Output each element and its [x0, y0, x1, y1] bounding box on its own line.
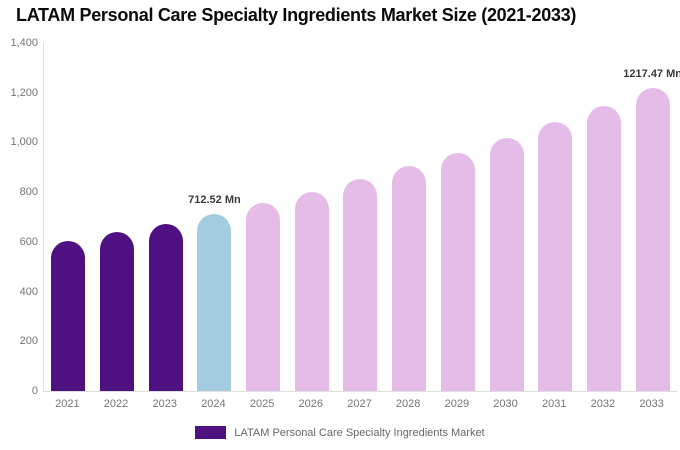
bar-2025	[246, 203, 281, 391]
chart-title: LATAM Personal Care Specialty Ingredient…	[16, 5, 577, 25]
plot-area: 712.52 Mn 1217.47 Mn	[43, 43, 680, 392]
bar-2024	[197, 213, 232, 391]
bar-slot	[93, 43, 142, 391]
bar-2028	[392, 166, 427, 391]
x-axis-labels: 2021 2022 2023 2024 2025 2026 2027 2028 2029 2030…	[43, 398, 676, 410]
x-tick-label: 2021	[55, 398, 80, 410]
bar-2026	[294, 191, 329, 391]
bar-slot	[239, 43, 288, 391]
bar-2021	[51, 240, 86, 391]
bar-slot	[531, 43, 580, 391]
bar-2030	[489, 137, 524, 391]
x-tick-label: 2030	[493, 398, 518, 410]
legend: LATAM Personal Care Specialty Ingredient…	[0, 426, 680, 439]
x-tick-label: 2023	[152, 398, 177, 410]
bar-slot	[287, 43, 336, 391]
y-tick-label: 600	[19, 235, 38, 248]
x-tick-label: 2027	[347, 398, 372, 410]
bar-slot	[190, 43, 239, 391]
y-tick-label: 1,400	[10, 37, 38, 49]
bar-slot	[580, 43, 629, 391]
x-tick-label: 2029	[444, 398, 470, 410]
y-tick-label: 0	[31, 385, 38, 397]
y-axis: 0 200 400 600 800 1,000 1,200 1,400	[0, 37, 38, 397]
bar-2022	[100, 232, 135, 391]
x-tick-label: 2028	[395, 398, 421, 410]
x-tick-label: 2022	[103, 398, 129, 410]
bars-layer	[44, 43, 677, 391]
bar-2029	[440, 152, 475, 391]
bar-2031	[538, 122, 573, 391]
bar-slot	[434, 43, 483, 391]
bar-slot	[482, 43, 531, 391]
x-tick-label: 2033	[639, 398, 664, 410]
bar-slot	[628, 43, 677, 391]
bar-value-label: 1217.47 Mn	[623, 68, 680, 81]
x-tick-label: 2032	[590, 398, 616, 410]
bar-value-label: 712.52 Mn	[188, 193, 241, 206]
y-tick-label: 1,000	[10, 136, 38, 149]
bar-slot	[385, 43, 434, 391]
x-tick-label: 2026	[298, 398, 324, 410]
y-tick-label: 200	[19, 335, 38, 348]
y-tick-label: 1,200	[10, 86, 38, 99]
x-tick-label: 2031	[541, 398, 567, 410]
y-tick-label: 800	[19, 186, 38, 199]
legend-label: LATAM Personal Care Specialty Ingredient…	[234, 426, 485, 439]
bar-2032	[586, 105, 621, 391]
legend-swatch	[195, 426, 227, 439]
x-tick-label: 2024	[201, 398, 226, 410]
bar-2033	[635, 88, 670, 391]
y-tick-label: 400	[19, 285, 38, 298]
bar-2023	[148, 224, 183, 391]
bar-2027	[343, 179, 378, 391]
bar-slot	[336, 43, 385, 391]
bar-slot	[44, 43, 93, 391]
x-tick-label: 2025	[249, 398, 275, 410]
bar-slot	[141, 43, 190, 391]
